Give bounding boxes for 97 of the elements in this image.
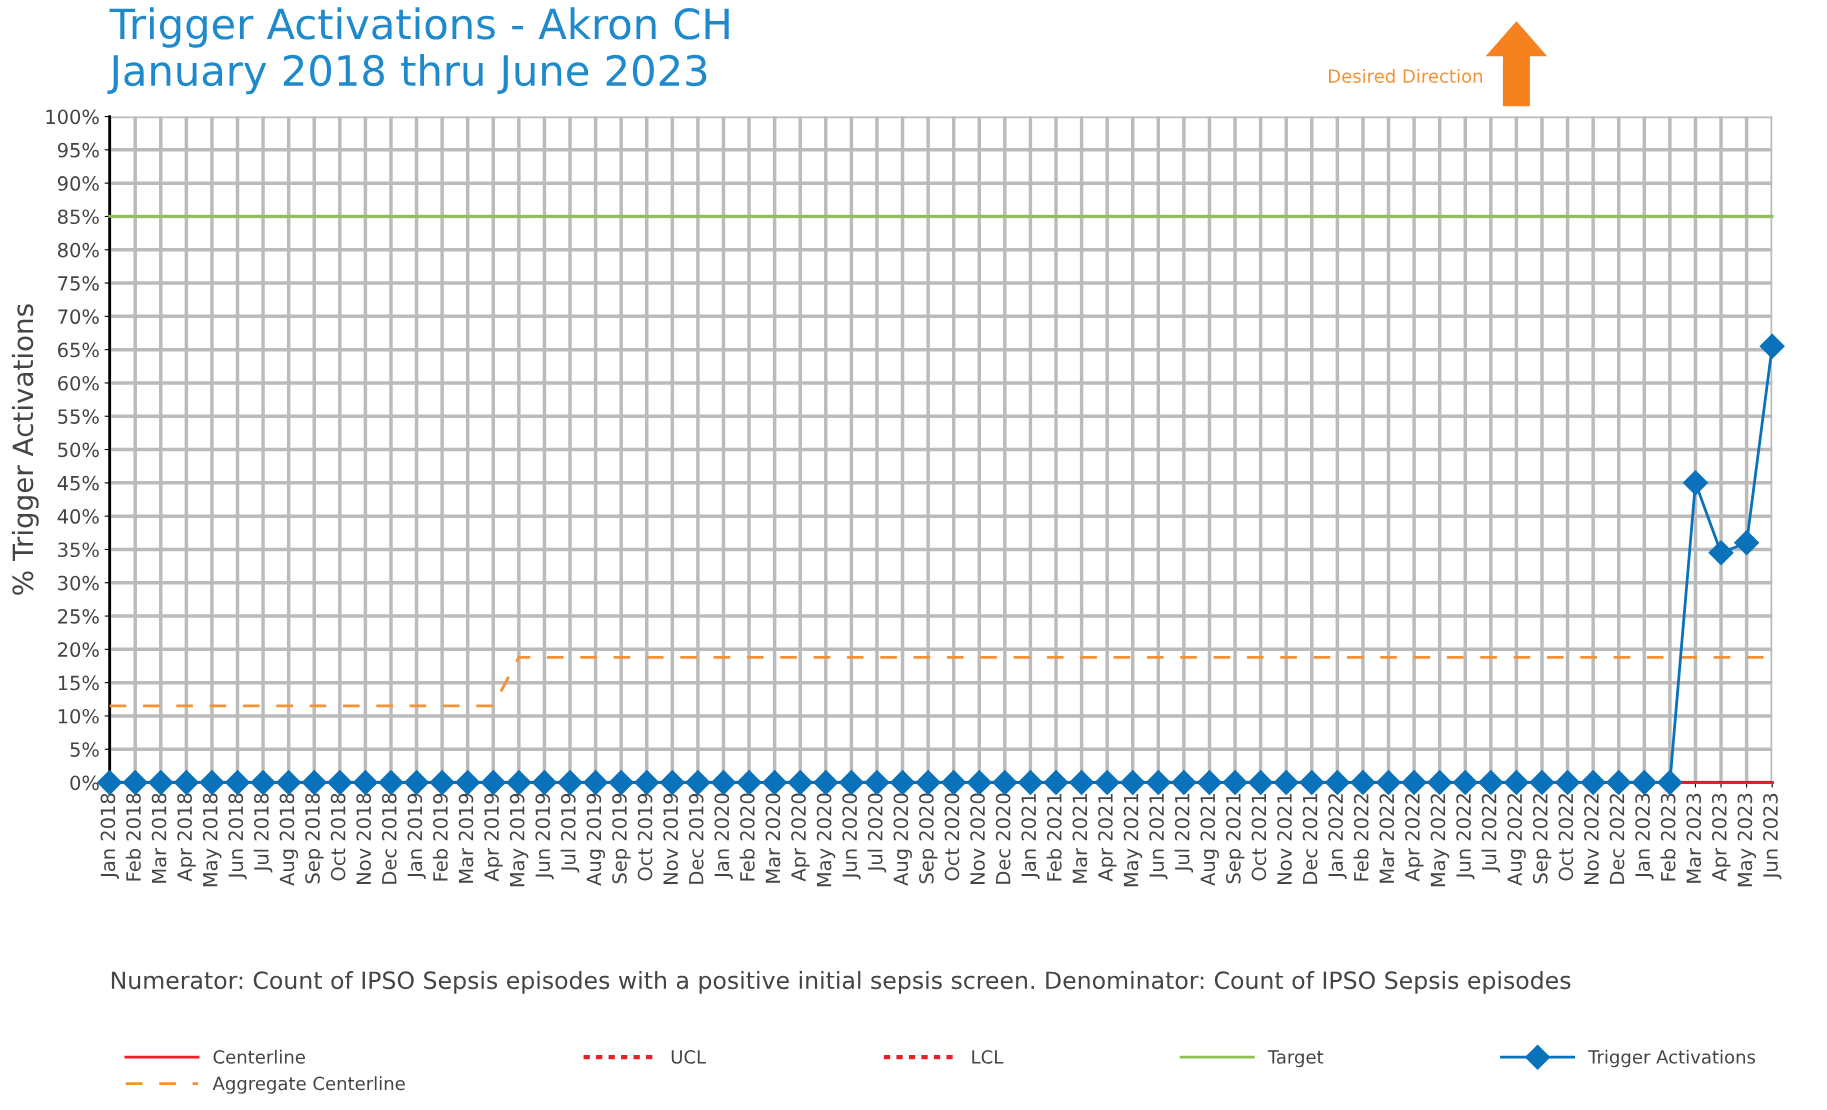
x-tick-label: Apr 2021 [1098, 794, 1117, 882]
y-tick-label: 75% [58, 276, 99, 291]
x-tick-label: Feb 2020 [739, 793, 755, 881]
y-tick-label: 15% [58, 675, 99, 691]
x-tick-label: Mar 2022 [1379, 794, 1395, 883]
x-tick-label: Nov 2022 [1584, 794, 1599, 884]
y-tick-label: 70% [58, 309, 99, 325]
x-tick-label: Jun 2018 [228, 793, 247, 880]
text: Numerator: Count of IPSO Sepsis episodes with a positive initial sepsis screen. Denominator: Count of IPSO Sepsis episodes [111, 970, 1571, 994]
legend-label: Trigger Activations [1588, 1049, 1756, 1068]
x-tick-label: Jan 2019 [407, 793, 426, 879]
legend-label: UCL [671, 1050, 707, 1064]
x-tick-label: Aug 2022 [1507, 794, 1526, 886]
x-tick-label: Apr 2022 [1405, 794, 1424, 882]
x-tick-label: Jan 2021 [1021, 794, 1040, 879]
y-tick-label: 20% [58, 642, 99, 658]
x-tick-label: Mar 2021 [1072, 794, 1088, 883]
x-tick-label: Jun 2022 [1456, 794, 1475, 880]
x-tick-label: Jun 2020 [842, 793, 861, 880]
y-tick-label: 90% [57, 176, 99, 191]
x-tick-label: Oct 2022 [1558, 794, 1574, 881]
x-tick-label: Jun 2023 [1763, 793, 1782, 880]
y-tick-label: 80% [58, 242, 99, 258]
x-tick-label: Feb 2019 [432, 793, 448, 881]
x-tick-label: Dec 2018 [381, 793, 397, 884]
x-tick-label: Dec 2021 [1302, 794, 1318, 884]
legend-label: Target [1267, 1050, 1324, 1068]
x-tick-label: Sep 2020 [919, 793, 938, 884]
text: Desired Direction [1328, 68, 1482, 83]
x-tick-label: Apr 2020 [791, 793, 810, 882]
x-tick-label: Jan 2023 [1635, 793, 1654, 879]
x-tick-label: Aug 2021 [1200, 794, 1219, 886]
legend-label: Centerline [213, 1049, 305, 1064]
x-tick-label: Feb 2022 [1353, 794, 1369, 881]
x-tick-label: Jan 2022 [1328, 794, 1347, 879]
x-tick-label: Sep 2018 [305, 793, 324, 884]
y-tick-label: 10% [58, 708, 99, 724]
x-tick-label: May 2020 [816, 793, 836, 887]
x-tick-label: Jul 2019 [560, 793, 580, 873]
x-tick-label: Jun 2021 [1149, 794, 1168, 880]
y-tick-label: 0% [70, 775, 99, 791]
x-tick-label: Jan 2020 [714, 793, 733, 879]
x-tick-label: Dec 2022 [1609, 794, 1625, 884]
x-tick-label: Apr 2023 [1711, 793, 1731, 882]
x-tick-label: Nov 2018 [356, 793, 372, 884]
legend-label: LCL [972, 1050, 1004, 1064]
x-tick-label: Mar 2019 [458, 793, 474, 883]
x-tick-label: Nov 2019 [663, 793, 678, 884]
x-tick-label: Oct 2021 [1251, 794, 1267, 881]
x-tick-label: Aug 2020 [893, 793, 912, 886]
y-tick-label: 25% [58, 609, 99, 624]
x-tick-label: Oct 2018 [330, 793, 346, 881]
x-tick-label: Dec 2020 [995, 793, 1011, 884]
x-tick-label: May 2023 [1737, 793, 1757, 887]
x-tick-label: May 2019 [509, 793, 529, 887]
x-tick-label: Nov 2020 [970, 793, 985, 884]
x-tick-label: Apr 2019 [484, 793, 503, 882]
x-tick-label: May 2021 [1123, 794, 1143, 887]
x-tick-label: Apr 2018 [177, 793, 196, 882]
x-tick-label: Aug 2019 [586, 793, 606, 886]
x-tick-label: Feb 2021 [1046, 794, 1062, 881]
y-tick-label: 5% [70, 742, 99, 757]
x-tick-label: Nov 2021 [1277, 794, 1292, 884]
y-tick-label: 55% [58, 409, 99, 424]
x-tick-label: Dec 2019 [688, 793, 704, 884]
x-tick-label: Oct 2019 [637, 793, 653, 881]
x-tick-label: Sep 2021 [1225, 794, 1245, 884]
legend-label: Aggregate Centerline [212, 1076, 405, 1094]
x-tick-label: Mar 2018 [151, 793, 167, 883]
y-tick-label: 100% [46, 109, 99, 125]
y-tick-label: 95% [57, 142, 99, 158]
x-tick-label: Sep 2019 [612, 793, 631, 884]
x-tick-label: Mar 2023 [1686, 793, 1702, 883]
x-tick-label: Oct 2020 [944, 793, 960, 881]
y-tick-label: 35% [58, 542, 99, 558]
x-tick-label: Jul 2018 [253, 793, 273, 873]
y-tick-label: 65% [58, 342, 99, 358]
y-axis-title: % Trigger Activations [11, 304, 39, 595]
x-tick-label: Jan 2018 [100, 793, 119, 879]
x-tick-label: Sep 2022 [1532, 794, 1552, 884]
chart-title: Trigger Activations - Akron CH January 2018 thru June 2023 [107, 7, 729, 95]
x-tick-label: Jul 2022 [1481, 794, 1501, 873]
y-tick-label: 85% [58, 209, 99, 225]
y-tick-label: 30% [58, 575, 99, 591]
x-tick-label: Feb 2023 [1660, 793, 1676, 881]
x-tick-label: Jul 2021 [1174, 794, 1194, 873]
y-tick-label: 45% [57, 475, 99, 491]
x-tick-label: Jul 2020 [867, 793, 887, 873]
x-tick-label: May 2018 [202, 793, 222, 887]
y-tick-label: 50% [58, 442, 99, 458]
x-tick-label: Feb 2018 [125, 793, 141, 881]
x-tick-label: Jun 2019 [535, 793, 554, 880]
x-tick-label: Aug 2018 [279, 793, 299, 886]
x-tick-label: May 2022 [1430, 794, 1450, 887]
y-tick-label: 40% [57, 509, 99, 524]
y-tick-label: 60% [58, 375, 99, 391]
x-tick-label: Mar 2020 [765, 793, 781, 883]
